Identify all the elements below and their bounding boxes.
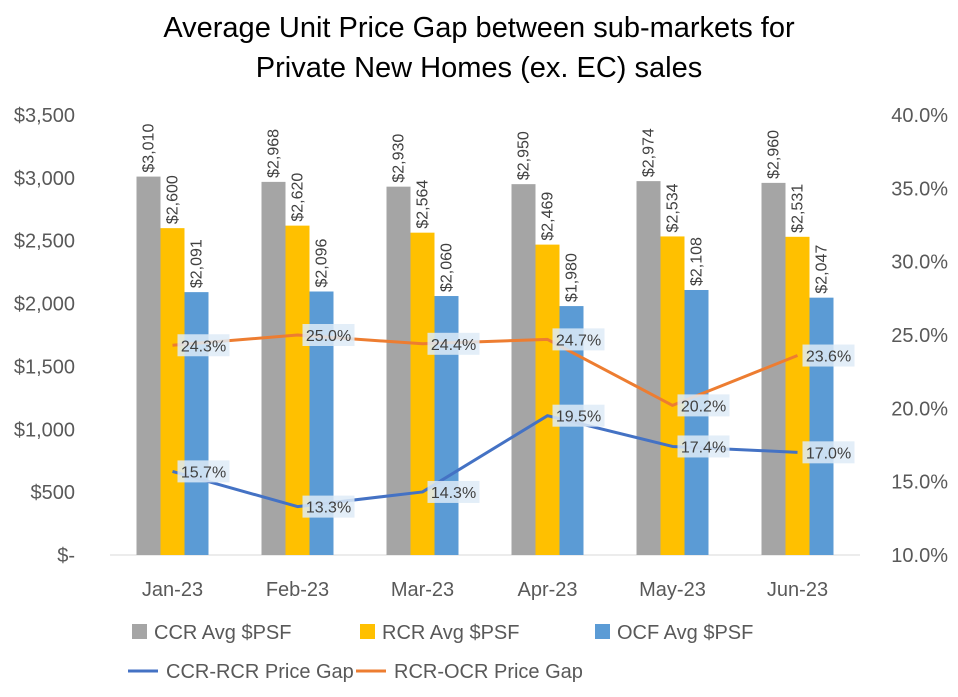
line-value-label: 24.4% (431, 337, 476, 354)
line-value-label: 24.3% (181, 338, 226, 355)
line-label-box (677, 435, 730, 458)
line-value-label: 19.5% (556, 409, 601, 426)
y-right-tick-label: 40.0% (891, 105, 948, 127)
bar (785, 236, 810, 555)
line-label-box (427, 480, 480, 503)
legend-swatch (595, 624, 610, 639)
line-label-box (177, 460, 230, 483)
line-label-box (552, 404, 605, 427)
y-right-tick-label: 20.0% (891, 398, 948, 420)
bar-value-label: $2,960 (766, 130, 783, 179)
bar-value-label: $1,980 (564, 253, 581, 302)
legend-label: RCR-OCR Price Gap (394, 661, 583, 683)
bar (386, 186, 411, 555)
line-label-box (677, 394, 730, 417)
bar (184, 292, 209, 555)
y-left-tick-label: $2,000 (14, 294, 75, 316)
bar-value-label: $2,930 (391, 134, 408, 183)
y-left-tick-label: $500 (31, 482, 76, 504)
line-value-label: 17.0% (806, 445, 851, 462)
x-tick-label: Jun-23 (767, 579, 828, 601)
legend-label: OCF Avg $PSF (617, 622, 753, 644)
bar (636, 181, 661, 555)
line-value-label: 24.7% (556, 332, 601, 349)
line-value-label: 17.4% (681, 439, 726, 456)
chart-title: Average Unit Price Gap between sub-marke… (0, 8, 958, 88)
bar-value-label: $2,620 (290, 173, 307, 222)
line-value-label: 20.2% (681, 398, 726, 415)
y-left-tick-label: $1,500 (14, 356, 75, 378)
bar-value-label: $2,091 (189, 239, 206, 288)
legend-swatch (360, 624, 375, 639)
x-tick-label: Mar-23 (391, 579, 454, 601)
line-label-box (302, 495, 355, 518)
line-value-label: 25.0% (306, 328, 351, 345)
y-right-tick-label: 10.0% (891, 545, 948, 567)
legend-label: CCR Avg $PSF (154, 622, 291, 644)
y-left-tick-label: $- (57, 545, 75, 567)
bar-value-label: $2,060 (439, 243, 456, 292)
bar (511, 184, 536, 555)
x-tick-label: Feb-23 (266, 579, 329, 601)
bar-value-label: $2,531 (790, 184, 807, 233)
y-left-tick-label: $1,000 (14, 419, 75, 441)
y-left-tick-label: $3,000 (14, 168, 75, 190)
bar-value-label: $2,974 (641, 128, 658, 177)
bar (684, 289, 709, 555)
line-label-box (302, 324, 355, 346)
line-label-box (802, 344, 855, 367)
x-tick-label: May-23 (639, 579, 706, 601)
bar (136, 176, 161, 555)
bar-value-label: $2,469 (540, 192, 557, 241)
line-value-label: 15.7% (181, 464, 226, 481)
chart-title-line-2: Private New Homes (ex. EC) sales (255, 52, 703, 84)
x-tick-label: Jan-23 (142, 579, 203, 601)
y-right-tick-label: 35.0% (891, 178, 948, 200)
bar-value-label: $2,047 (814, 245, 831, 294)
line-value-label: 13.3% (306, 500, 351, 517)
line-value-label: 23.6% (806, 349, 851, 366)
bar-value-label: $2,600 (165, 175, 182, 224)
bar (410, 232, 435, 555)
line-label-box (177, 334, 230, 357)
line-label-box (427, 332, 480, 355)
y-right-tick-label: 30.0% (891, 252, 948, 274)
y-right-tick-label: 15.0% (891, 472, 948, 494)
bar-value-label: $2,096 (314, 238, 331, 287)
bar-value-label: $2,564 (415, 180, 432, 229)
x-tick-label: Apr-23 (517, 579, 577, 601)
bar-value-label: $2,534 (665, 183, 682, 232)
y-left-tick-label: $2,500 (14, 231, 75, 253)
bar (261, 181, 286, 555)
bar (535, 244, 560, 555)
chart-title-line-1: Average Unit Price Gap between sub-marke… (163, 12, 795, 44)
legend-label: CCR-RCR Price Gap (166, 661, 354, 683)
y-right-tick-label: 25.0% (891, 325, 948, 347)
line-label-box (802, 441, 855, 464)
bar (809, 297, 834, 555)
line-label-box (552, 328, 605, 351)
bar-value-label: $2,108 (689, 237, 706, 286)
bar-value-label: $3,010 (141, 124, 158, 173)
bar-value-label: $2,968 (266, 129, 283, 178)
y-left-tick-label: $3,500 (14, 105, 75, 127)
bar-value-label: $2,950 (516, 131, 533, 180)
legend-swatch (132, 624, 147, 639)
bar (160, 228, 185, 555)
line-value-label: 14.3% (431, 485, 476, 502)
legend-label: RCR Avg $PSF (382, 622, 519, 644)
